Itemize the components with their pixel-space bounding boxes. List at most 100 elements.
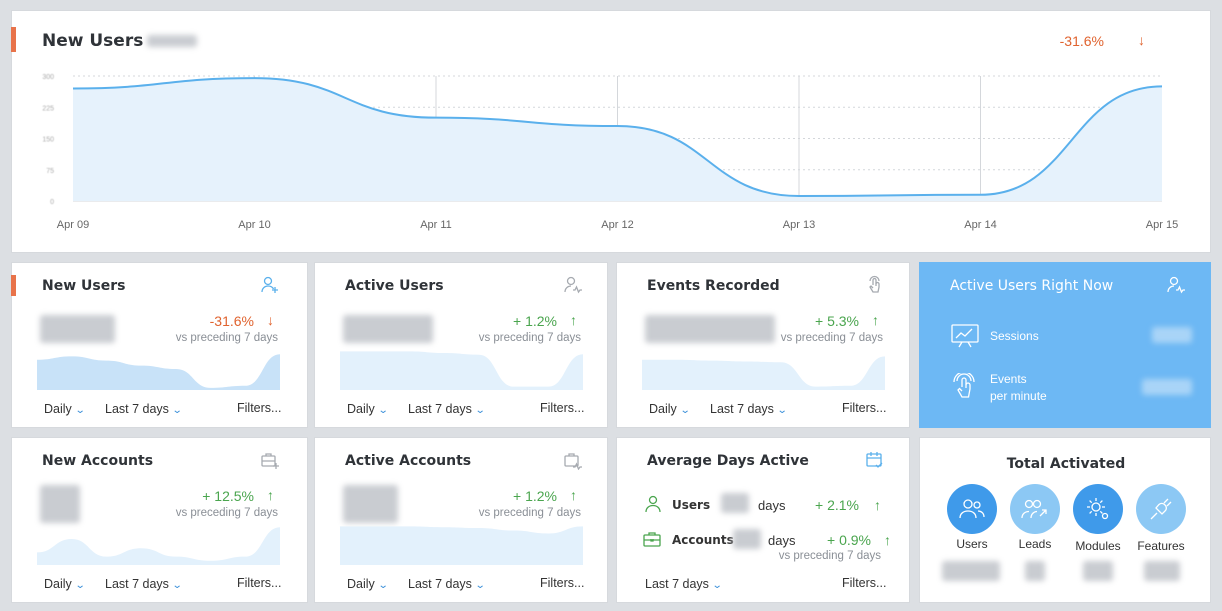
chevron-down-icon: ⌄: [776, 405, 788, 416]
chevron-down-icon: ⌄: [377, 580, 389, 591]
events-value-blurred: [1142, 379, 1192, 395]
users-days-unit: days: [758, 498, 786, 513]
plug-icon: [1150, 498, 1172, 520]
up-arrow-icon: ↑: [872, 312, 879, 328]
features-circle[interactable]: [1136, 484, 1186, 534]
active-accounts-card: Active Accounts + 1.2% ↑ vs preceding 7 …: [314, 437, 608, 603]
leads-label: Leads: [1018, 537, 1052, 551]
area-fill: [73, 78, 1162, 201]
range-dropdown[interactable]: Last 7 days ⌄: [645, 577, 723, 591]
range-dropdown[interactable]: Last 7 days ⌄: [105, 577, 183, 591]
range-dropdown[interactable]: Last 7 days ⌄: [105, 402, 183, 416]
range-dropdown[interactable]: Last 7 days ⌄: [710, 402, 788, 416]
user-activity-icon: [563, 275, 583, 300]
card-pct: + 5.3%: [815, 313, 859, 329]
chevron-down-icon: ⌄: [171, 405, 183, 416]
vs-text: vs preceding 7 days: [478, 507, 581, 519]
card-title: Average Days Active: [647, 453, 809, 469]
chevron-down-icon: ⌄: [74, 405, 86, 416]
x-tick-label: Apr 11: [420, 219, 452, 231]
active-now-card: Active Users Right Now Sessions Events p…: [919, 262, 1211, 428]
filters-link[interactable]: Filters...: [540, 576, 585, 590]
x-tick-label: Apr 12: [601, 219, 633, 231]
filters-link[interactable]: Filters...: [842, 576, 887, 590]
calendar-check-icon: [865, 450, 885, 475]
avg-days-active-card: Average Days Active Users days + 2.1% ↑ …: [616, 437, 910, 603]
up-arrow-icon: ↑: [884, 532, 891, 548]
range-dropdown[interactable]: Last 7 days ⌄: [408, 402, 486, 416]
modules-circle[interactable]: [1073, 484, 1123, 534]
filters-link[interactable]: Filters...: [237, 576, 282, 590]
leads-value-blurred: [1025, 561, 1045, 581]
features-value-blurred: [1144, 561, 1180, 581]
users-label: Users: [672, 498, 711, 512]
card-pct: + 12.5%: [202, 488, 254, 504]
up-arrow-icon: ↑: [267, 487, 274, 503]
users-label: Users: [956, 537, 988, 551]
chevron-down-icon: ⌄: [377, 405, 389, 416]
filters-link[interactable]: Filters...: [540, 401, 585, 415]
leads-circle[interactable]: [1010, 484, 1060, 534]
value-blurred: [645, 315, 775, 343]
vs-text: vs preceding 7 days: [778, 550, 881, 562]
chevron-down-icon: ⌄: [711, 580, 723, 591]
chevron-down-icon: ⌄: [171, 580, 183, 591]
up-arrow-icon: ↑: [874, 497, 881, 513]
card-pct: + 1.2%: [513, 488, 557, 504]
period-dropdown[interactable]: Daily ⌄: [44, 577, 86, 591]
user-icon: [645, 495, 661, 518]
card-title: New Accounts: [42, 453, 154, 469]
up-arrow-icon: ↑: [570, 487, 577, 503]
x-tick-label: Apr 10: [238, 219, 270, 231]
period-dropdown[interactable]: Daily ⌄: [347, 577, 389, 591]
sessions-value-blurred: [1152, 327, 1192, 343]
x-tick-label: Apr 13: [783, 219, 815, 231]
leads-icon: [1021, 499, 1047, 519]
modules-value-blurred: [1083, 561, 1113, 581]
chart-title: New Users: [42, 31, 144, 51]
up-arrow-icon: ↑: [570, 312, 577, 328]
period-dropdown[interactable]: Daily ⌄: [44, 402, 86, 416]
new-accounts-card: New Accounts + 12.5% ↑ vs preceding 7 da…: [11, 437, 308, 603]
accent-bar: [11, 275, 16, 296]
active-users-card: Active Users + 1.2% ↑ vs preceding 7 day…: [314, 262, 608, 428]
x-tick-label: Apr 14: [964, 219, 996, 231]
vs-text: vs preceding 7 days: [175, 507, 278, 519]
sparkline-area: [642, 356, 885, 390]
sparkline: [642, 356, 885, 390]
sparkline: [340, 526, 583, 565]
sessions-label: Sessions: [990, 329, 1039, 343]
events-recorded-card: Events Recorded + 5.3% ↑ vs preceding 7 …: [616, 262, 910, 428]
y-tick-label: 0: [50, 199, 54, 206]
sparkline: [37, 527, 280, 565]
value-blurred: [40, 485, 80, 523]
users-circle[interactable]: [947, 484, 997, 534]
accounts-pct: + 0.9%: [827, 532, 871, 548]
new-users-area-chart: 300 225 150 75 0 Apr 09 Apr 10 Apr 11 Apr 12 Apr …: [42, 74, 1178, 231]
filters-link[interactable]: Filters...: [237, 401, 282, 415]
sparkline-area: [37, 527, 280, 565]
chevron-down-icon: ⌄: [474, 580, 486, 591]
modules-label: Modules: [1075, 539, 1121, 553]
add-briefcase-icon: [260, 450, 280, 475]
period-dropdown[interactable]: Daily ⌄: [649, 402, 691, 416]
filters-link[interactable]: Filters...: [842, 401, 887, 415]
x-tick-label: Apr 15: [1146, 219, 1178, 231]
features-label: Features: [1137, 539, 1185, 553]
sparkline-area: [340, 351, 583, 390]
period-dropdown[interactable]: Daily ⌄: [347, 402, 389, 416]
range-dropdown[interactable]: Last 7 days ⌄: [408, 577, 486, 591]
y-tick-label: 300: [42, 74, 54, 81]
card-title: Total Activated: [1006, 456, 1126, 472]
y-tick-label: 75: [46, 168, 54, 175]
add-user-icon: [260, 275, 280, 300]
chevron-down-icon: ⌄: [74, 580, 86, 591]
x-tick-label: Apr 09: [57, 219, 89, 231]
briefcase-icon: [643, 531, 661, 552]
users-pct: + 2.1%: [815, 497, 859, 513]
card-title: Active Accounts: [345, 453, 472, 469]
value-blurred: [343, 315, 433, 343]
sparkline: [340, 351, 583, 390]
sparkline-area: [37, 354, 280, 390]
users-days-blurred: [721, 493, 749, 513]
